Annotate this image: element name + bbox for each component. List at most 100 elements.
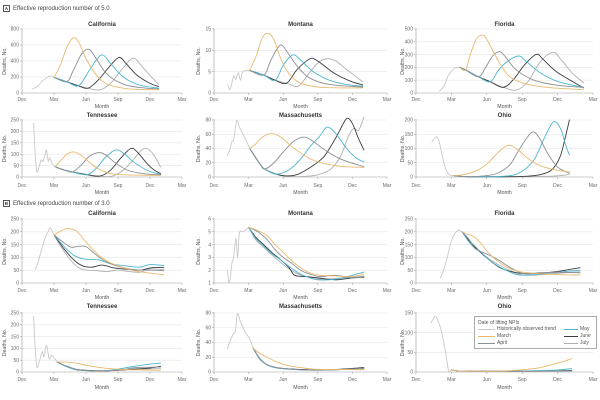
y-tick-label: 50 [407, 350, 413, 356]
panel-montana-b: 1 2 3 4 5 6 Dec Mar Jun Sep Dec Mar Month Deaths, No.… [196, 211, 392, 301]
panel-title: Massachusetts [279, 304, 323, 310]
y-axis-label: Deaths, No. [196, 237, 202, 264]
x-tick-label: Dec [146, 377, 155, 383]
y-tick-label: 50 [13, 358, 19, 364]
legend-swatch [478, 335, 495, 337]
x-tick-label: Dec [348, 288, 357, 294]
y-tick-label: 150 [11, 334, 20, 340]
panel-california-a: 0 200 400 600 800 Dec Mar Jun Sep Dec Mar Month Deat… [2, 22, 187, 110]
x-tick-label: Sep [114, 377, 123, 383]
x-tick-label: Mar [244, 377, 253, 383]
x-tick-label: Mar [383, 183, 392, 189]
panel-tennessee-b: 0 50 100 150 200 250 Dec Mar Jun Sep Dec Mar Month De… [2, 304, 187, 391]
series-line-june [248, 226, 365, 281]
y-tick-label: 15 [205, 27, 211, 33]
x-tick-label: Mar [178, 183, 187, 189]
y-tick-label: 0 [16, 370, 19, 376]
y-tick-label: 50 [13, 163, 19, 169]
x-tick-label: Jun [82, 97, 90, 103]
x-tick-label: Dec [412, 288, 421, 294]
series-line-march [453, 144, 570, 177]
y-tick-label: 0 [410, 281, 413, 287]
x-tick-label: Jun [82, 377, 90, 383]
x-tick-label: Dec [210, 288, 219, 294]
legend-label: June [580, 333, 591, 339]
x-tick-label: Dec [348, 97, 357, 103]
x-tick-label: Mar [244, 183, 253, 189]
series-line-july [248, 226, 365, 280]
series-line-historically-observed-trend [226, 313, 254, 349]
x-tick-label: Mar [244, 288, 253, 294]
series-line-march [450, 358, 573, 372]
series-line-july [461, 231, 581, 276]
series-line-may [453, 121, 570, 178]
series-group [33, 315, 162, 372]
x-tick-label: Sep [114, 288, 123, 294]
series-group [439, 229, 581, 279]
x-tick-label: Dec [18, 377, 27, 383]
y-tick-label: 0 [208, 370, 211, 376]
panel-florida-b: 0 50 100 150 200 250 Dec Mar Jun Sep Dec Mar Month De… [400, 211, 598, 301]
y-tick-label: 1 [208, 281, 211, 287]
x-tick-label: Sep [518, 183, 527, 189]
x-tick-label: Mar [50, 288, 59, 294]
x-tick-label: Dec [553, 377, 562, 383]
x-tick-label: Sep [114, 97, 123, 103]
x-tick-label: Dec [553, 183, 562, 189]
series-line-may [53, 234, 165, 268]
x-tick-label: Mar [383, 97, 392, 103]
x-tick-label: Mar [589, 288, 598, 294]
x-tick-label: Sep [518, 97, 527, 103]
y-tick-label: 150 [11, 141, 20, 147]
x-axis-label: Month [497, 295, 512, 301]
x-tick-label: Jun [82, 288, 90, 294]
x-axis-label: Month [293, 295, 308, 301]
x-axis-label: Month [95, 295, 110, 301]
x-tick-label: Mar [383, 377, 392, 383]
legend-entry-historical: Historically observed trend [475, 326, 560, 332]
x-tick-label: Sep [518, 288, 527, 294]
x-axis-label: Month [497, 385, 512, 391]
panel-title: Florida [494, 22, 515, 28]
y-tick-label: 40 [205, 146, 211, 152]
section-a-header: A Effective reproduction number of 5.0 [3, 5, 110, 12]
x-tick-label: Mar [50, 377, 59, 383]
x-tick-label: Dec [18, 288, 27, 294]
series-group [227, 32, 364, 91]
legend-title: Date of lifting NPIs [478, 320, 520, 326]
series-line-july [252, 347, 365, 371]
series-line-april [54, 152, 162, 176]
series-line-april [53, 48, 159, 90]
series-line-march [53, 228, 165, 276]
panel-title: Massachusetts [279, 113, 323, 119]
series-line-historically-observed-trend [226, 226, 250, 284]
x-tick-label: Mar [447, 377, 456, 383]
legend-entry-march: March [475, 333, 560, 339]
x-tick-label: Dec [348, 183, 357, 189]
y-tick-label: 5 [208, 230, 211, 236]
x-tick-label: Dec [412, 97, 421, 103]
y-tick-label: 300 [405, 52, 414, 58]
x-tick-label: Dec [18, 183, 27, 189]
y-tick-label: 20 [205, 160, 211, 166]
legend-swatch [478, 342, 495, 344]
series-line-historically-observed-trend [33, 315, 58, 368]
series-line-july [53, 234, 165, 273]
series-line-april [56, 361, 162, 372]
y-tick-label: 50 [407, 160, 413, 166]
legend-label: Historically observed trend [497, 326, 556, 332]
x-tick-label: Mar [178, 288, 187, 294]
series-group [226, 226, 365, 284]
y-axis-label: Deaths, No. [400, 329, 406, 356]
x-tick-label: Mar [589, 97, 598, 103]
x-tick-label: Dec [146, 183, 155, 189]
y-tick-label: 100 [405, 330, 414, 336]
x-tick-label: Mar [50, 97, 59, 103]
panel-title: Montana [288, 22, 313, 28]
series-line-may [53, 54, 159, 89]
y-tick-label: 0 [16, 175, 19, 181]
series-line-june [249, 117, 365, 177]
series-line-may [459, 55, 585, 88]
series-line-june [249, 57, 364, 86]
series-line-april [53, 234, 165, 272]
